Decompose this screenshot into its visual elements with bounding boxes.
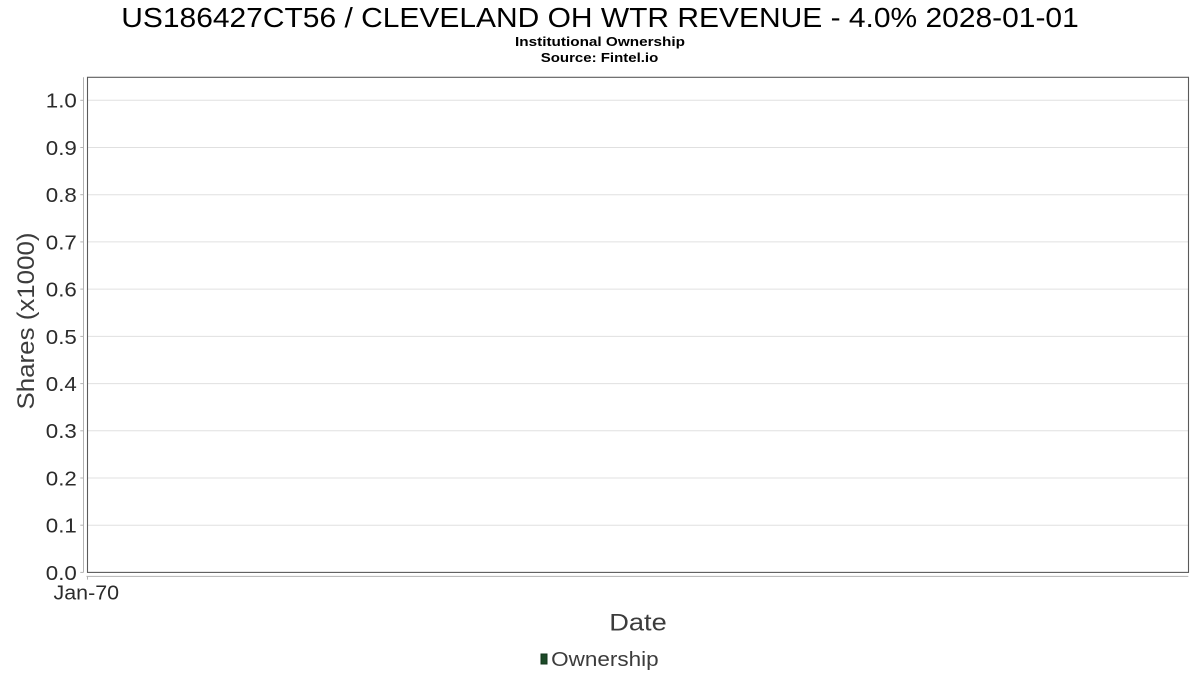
svg-text:0.7: 0.7 [46,232,77,254]
svg-text:Date: Date [609,610,667,637]
svg-text:0.0: 0.0 [46,563,77,585]
svg-text:0.2: 0.2 [46,468,77,490]
svg-text:0.4: 0.4 [46,374,77,396]
svg-text:0.9: 0.9 [46,138,77,160]
svg-text:US186427CT56 / CLEVELAND OH WT: US186427CT56 / CLEVELAND OH WTR REVENUE … [121,2,1079,33]
svg-text:0.1: 0.1 [46,516,77,538]
svg-text:Institutional Ownership: Institutional Ownership [515,34,685,49]
svg-text:0.6: 0.6 [46,280,77,302]
svg-text:0.5: 0.5 [46,327,77,349]
svg-text:Jan-70: Jan-70 [54,583,120,605]
svg-text:Source: Fintel.io: Source: Fintel.io [541,50,659,65]
svg-text:Ownership: Ownership [551,649,659,671]
svg-text:Shares (x1000): Shares (x1000) [13,233,40,410]
svg-text:1.0: 1.0 [46,91,77,113]
svg-text:0.8: 0.8 [46,185,77,207]
svg-text:0.3: 0.3 [46,421,77,443]
